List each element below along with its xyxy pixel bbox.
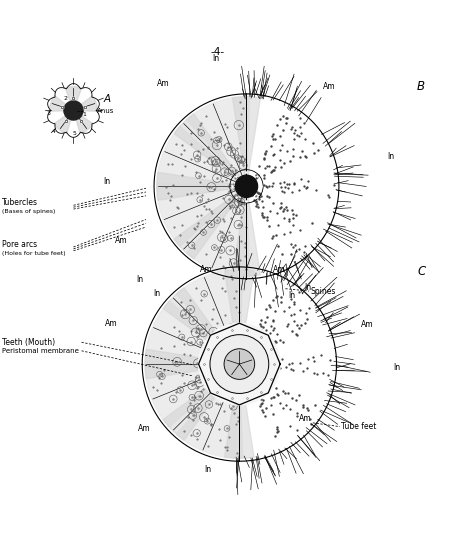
Polygon shape [157,183,246,246]
Text: Am: Am [105,319,118,328]
Text: (Bases of spines): (Bases of spines) [2,209,56,214]
Polygon shape [54,111,73,133]
Text: In: In [212,54,219,63]
Polygon shape [225,270,254,364]
Polygon shape [225,364,254,458]
Polygon shape [50,96,73,111]
Text: Tubercles: Tubercles [2,198,38,207]
Text: 3: 3 [46,111,50,116]
Circle shape [224,349,255,379]
Text: 2: 2 [64,96,67,101]
Text: Anus: Anus [97,109,115,115]
Text: In: In [288,291,295,300]
Polygon shape [157,127,246,190]
Text: -4-: -4- [211,48,225,58]
Text: Pore arcs: Pore arcs [2,240,37,249]
Circle shape [236,175,257,197]
Polygon shape [163,364,239,440]
Text: In: In [103,177,110,186]
Polygon shape [232,96,261,186]
Polygon shape [157,172,246,201]
Polygon shape [142,267,239,461]
Polygon shape [145,301,239,367]
Text: 4: 4 [52,129,56,134]
Circle shape [64,101,83,120]
Circle shape [199,323,280,405]
Text: B: B [417,80,425,93]
Polygon shape [186,186,250,276]
Text: Am: Am [273,265,286,274]
Text: (Holes for tube feet): (Holes for tube feet) [2,250,66,256]
Text: In: In [153,289,160,299]
Text: 5: 5 [73,131,77,136]
Text: A: A [103,94,110,104]
Polygon shape [154,94,246,279]
Text: 1: 1 [82,112,86,117]
Text: Am: Am [115,236,127,246]
Polygon shape [163,288,239,364]
Polygon shape [73,96,97,111]
Text: Am: Am [200,265,212,274]
Circle shape [210,335,269,393]
Text: Spines: Spines [310,287,336,295]
Text: Am: Am [300,414,312,423]
Text: Tube feet: Tube feet [341,422,377,431]
Polygon shape [174,114,246,186]
Polygon shape [73,111,93,133]
Polygon shape [174,186,246,259]
Text: In: In [304,283,312,292]
Text: Am: Am [361,320,374,329]
Text: In: In [204,465,211,474]
Text: In: In [136,275,144,284]
Polygon shape [176,364,243,458]
Polygon shape [65,87,82,111]
Polygon shape [145,349,239,379]
Polygon shape [186,96,250,186]
Polygon shape [232,186,261,276]
Polygon shape [145,361,239,427]
Text: In: In [387,152,395,161]
Text: Am: Am [157,79,170,88]
Text: Am: Am [138,424,151,432]
Text: Teeth (Mouth): Teeth (Mouth) [2,338,55,347]
Text: C: C [417,265,425,278]
Polygon shape [176,270,243,364]
Text: Am: Am [323,82,336,91]
Text: Peristomal membrane: Peristomal membrane [2,348,79,354]
Text: In: In [393,363,401,372]
